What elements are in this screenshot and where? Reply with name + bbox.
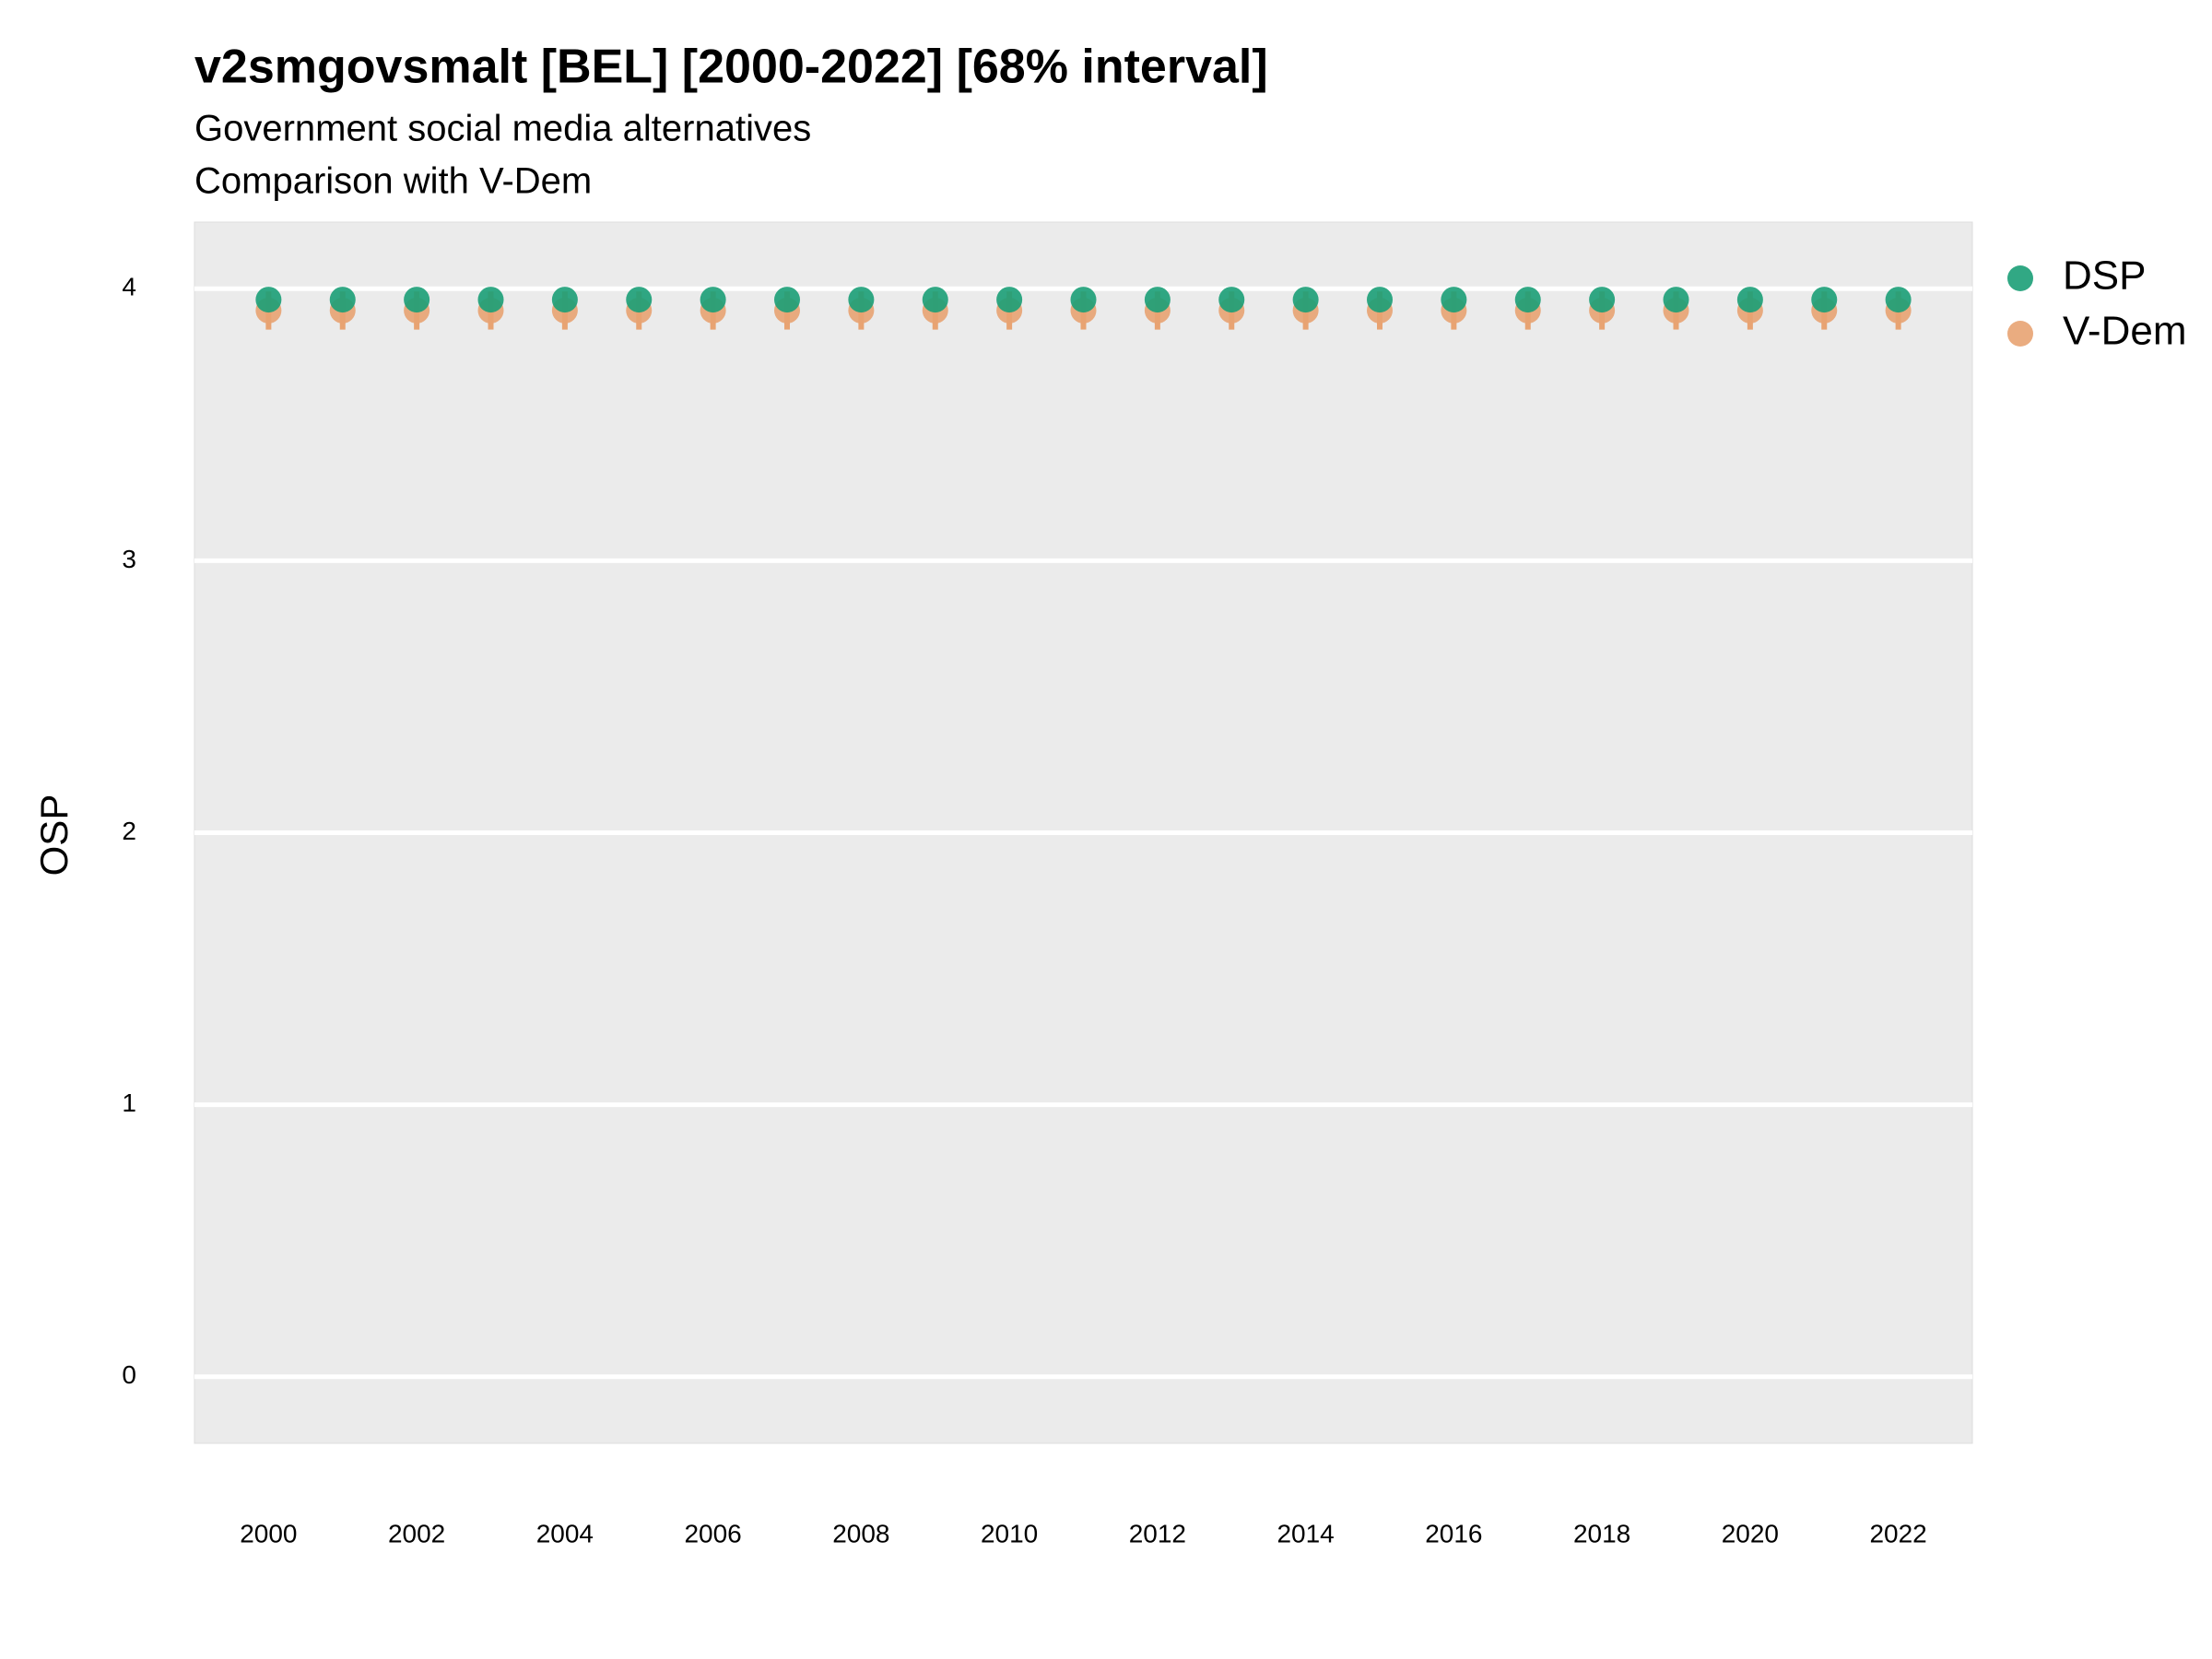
point	[1441, 287, 1467, 313]
y-tick-label: 3	[122, 545, 136, 573]
x-tick-label: 2004	[536, 1519, 594, 1547]
x-tick-label: 2006	[684, 1519, 741, 1547]
point	[1070, 287, 1097, 313]
point	[1663, 287, 1689, 313]
x-tick-label: 2012	[1129, 1519, 1186, 1547]
point	[626, 287, 653, 313]
point	[774, 287, 800, 313]
point	[329, 287, 356, 313]
x-tick-label: 2022	[1869, 1519, 1926, 1547]
point	[922, 287, 948, 313]
x-tick-label: 2018	[1573, 1519, 1630, 1547]
point	[1811, 287, 1838, 313]
point	[255, 287, 282, 313]
point	[1736, 287, 1763, 313]
point	[551, 287, 578, 313]
y-tick-label: 2	[122, 817, 136, 845]
x-tick-label: 2010	[981, 1519, 1038, 1547]
x-tick-label: 2008	[832, 1519, 889, 1547]
point	[1144, 287, 1171, 313]
legend-marker	[2007, 265, 2033, 291]
y-tick-label: 1	[122, 1088, 136, 1117]
point	[1514, 287, 1541, 313]
point	[848, 287, 875, 313]
legend-label: V-Dem	[2063, 309, 2186, 354]
x-tick-label: 2014	[1277, 1519, 1334, 1547]
chart-title: v2smgovsmalt [BEL] [2000-2022] [68% inte…	[194, 41, 1268, 94]
point	[404, 287, 430, 313]
point	[1218, 287, 1245, 313]
y-axis-label: OSP	[32, 794, 76, 877]
x-tick-label: 2016	[1425, 1519, 1482, 1547]
point	[477, 287, 504, 313]
x-tick-label: 2000	[240, 1519, 297, 1547]
point	[996, 287, 1023, 313]
point	[1367, 287, 1393, 313]
point	[1885, 287, 1912, 313]
y-tick-label: 0	[122, 1360, 136, 1389]
x-tick-label: 2020	[1722, 1519, 1779, 1547]
x-tick-label: 2002	[388, 1519, 445, 1547]
legend-label: DSP	[2063, 253, 2146, 299]
chart-caption: Comparison with V-Dem	[194, 161, 592, 202]
point	[700, 287, 726, 313]
y-tick-label: 4	[122, 273, 136, 301]
legend-marker	[2007, 321, 2033, 347]
chart-subtitle: Government social media alternatives	[194, 109, 811, 149]
point	[1589, 287, 1616, 313]
point	[1292, 287, 1319, 313]
